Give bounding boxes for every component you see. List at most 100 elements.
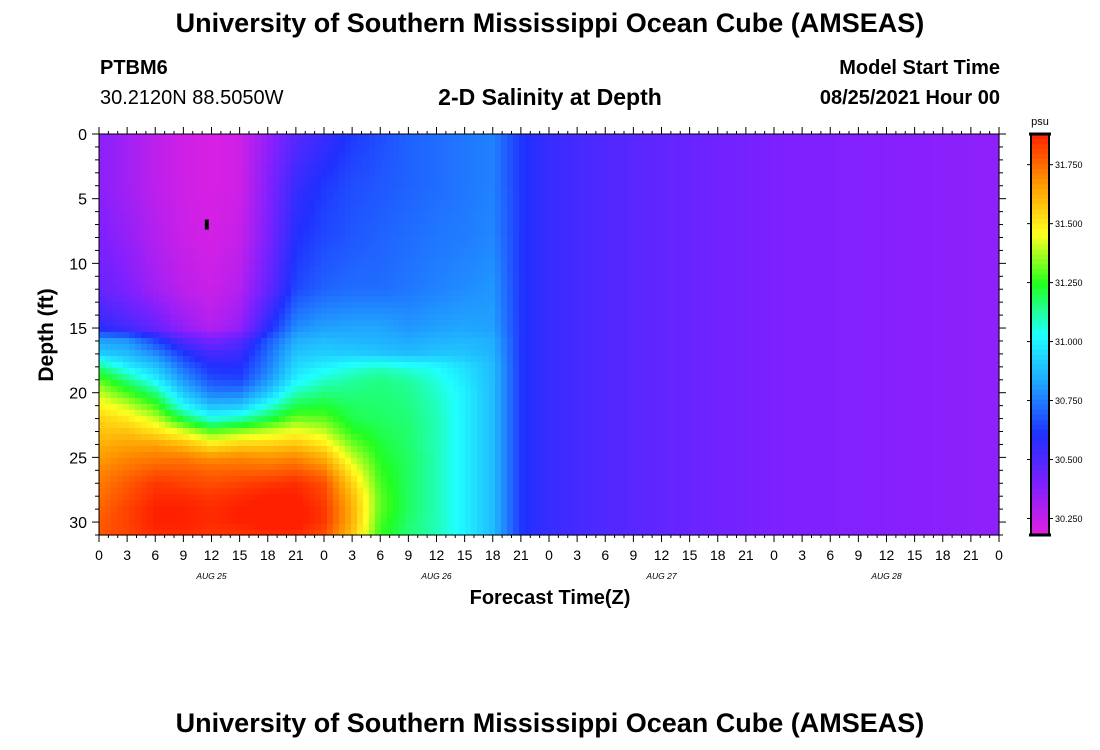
- heatmap-cell: [165, 530, 172, 536]
- heatmap-cell: [129, 428, 136, 435]
- heatmap-cell: [183, 500, 190, 507]
- heatmap-cell: [483, 140, 490, 147]
- heatmap-cell: [453, 410, 460, 417]
- heatmap-cell: [99, 386, 106, 393]
- heatmap-cell: [231, 242, 238, 249]
- heatmap-cell: [459, 170, 466, 177]
- heatmap-cell: [471, 320, 478, 327]
- heatmap-cell: [375, 266, 382, 273]
- heatmap-cell: [297, 500, 304, 507]
- heatmap-cell: [363, 194, 370, 201]
- heatmap-cell: [243, 164, 250, 171]
- heatmap-cell: [141, 488, 148, 495]
- heatmap-cell: [129, 224, 136, 231]
- heatmap-cell: [249, 446, 256, 453]
- heatmap-cell: [207, 386, 214, 393]
- heatmap-cell: [207, 254, 214, 261]
- heatmap-cell: [135, 182, 142, 189]
- heatmap-cell: [465, 146, 472, 153]
- heatmap-cell: [273, 146, 280, 153]
- heatmap-cell: [453, 338, 460, 345]
- heatmap-cell: [369, 224, 376, 231]
- heatmap-cell: [537, 248, 544, 255]
- heatmap-cell: [507, 506, 514, 513]
- heatmap-cell: [279, 386, 286, 393]
- heatmap-cell: [507, 440, 514, 447]
- heatmap-cell: [309, 506, 316, 513]
- heatmap-cell: [411, 518, 418, 525]
- heatmap-cell: [501, 488, 508, 495]
- heatmap-cell: [267, 302, 274, 309]
- heatmap-cell: [495, 164, 502, 171]
- heatmap-cell: [399, 164, 406, 171]
- heatmap-cell: [201, 158, 208, 165]
- heatmap-cell: [255, 158, 262, 165]
- heatmap-cell: [495, 314, 502, 321]
- heatmap-cell: [237, 194, 244, 201]
- heatmap-cell: [231, 308, 238, 315]
- heatmap-cell: [495, 476, 502, 483]
- heatmap-cell: [489, 224, 496, 231]
- heatmap-cell: [231, 350, 238, 357]
- heatmap-cell: [345, 320, 352, 327]
- heatmap-cell: [243, 194, 250, 201]
- heatmap-cell: [519, 428, 526, 435]
- heatmap-cell: [123, 398, 130, 405]
- heatmap-cell: [291, 314, 298, 321]
- heatmap-cell: [339, 230, 346, 237]
- heatmap-cell: [171, 488, 178, 495]
- heatmap-cell: [387, 380, 394, 387]
- heatmap-cell: [279, 506, 286, 513]
- heatmap-cell: [129, 446, 136, 453]
- heatmap-cell: [435, 338, 442, 345]
- heatmap-cell: [153, 416, 160, 423]
- heatmap-cell: [117, 242, 124, 249]
- heatmap-cell: [489, 386, 496, 393]
- heatmap-cell: [543, 206, 550, 213]
- heatmap-cell: [381, 428, 388, 435]
- heatmap-cell: [393, 242, 400, 249]
- heatmap-cell: [429, 194, 436, 201]
- heatmap-cell: [195, 470, 202, 477]
- heatmap-cell: [261, 470, 268, 477]
- heatmap-cell: [447, 380, 454, 387]
- heatmap-cell: [369, 290, 376, 297]
- heatmap-cell: [369, 410, 376, 417]
- heatmap-cell: [423, 134, 430, 141]
- heatmap-cell: [327, 416, 334, 423]
- heatmap-cell: [183, 404, 190, 411]
- heatmap-cell: [105, 230, 112, 237]
- heatmap-cell: [495, 410, 502, 417]
- heatmap-cell: [471, 392, 478, 399]
- heatmap-cell: [225, 500, 232, 507]
- heatmap-cell: [429, 356, 436, 363]
- heatmap-cell: [387, 212, 394, 219]
- heatmap-cell: [141, 188, 148, 195]
- heatmap-cell: [147, 422, 154, 429]
- heatmap-cell: [273, 410, 280, 417]
- heatmap-cell: [375, 434, 382, 441]
- heatmap-cell: [357, 266, 364, 273]
- heatmap-cell: [297, 428, 304, 435]
- heatmap-cell: [231, 284, 238, 291]
- heatmap-cell: [531, 518, 538, 525]
- heatmap-cell: [507, 404, 514, 411]
- heatmap-cell: [423, 470, 430, 477]
- heatmap-cell: [537, 440, 544, 447]
- heatmap-cell: [531, 158, 538, 165]
- heatmap-cell: [339, 308, 346, 315]
- heatmap-cell: [339, 494, 346, 501]
- heatmap-cell: [267, 242, 274, 249]
- heatmap-cell: [273, 206, 280, 213]
- heatmap-cell: [273, 152, 280, 159]
- heatmap-cell: [255, 194, 262, 201]
- heatmap-cell: [489, 374, 496, 381]
- heatmap-cell: [411, 362, 418, 369]
- heatmap-cell: [111, 194, 118, 201]
- heatmap-cell: [321, 152, 328, 159]
- heatmap-cell: [285, 440, 292, 447]
- heatmap-cell: [249, 344, 256, 351]
- heatmap-cell: [399, 146, 406, 153]
- heatmap-cell: [327, 224, 334, 231]
- heatmap-cell: [321, 422, 328, 429]
